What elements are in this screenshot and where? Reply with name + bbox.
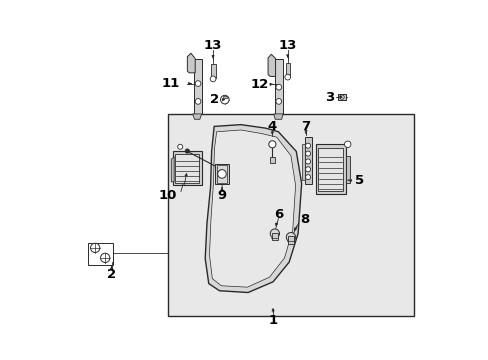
Bar — [337, 94, 345, 100]
Circle shape — [195, 99, 201, 104]
Circle shape — [220, 95, 229, 104]
Text: 4: 4 — [267, 120, 276, 133]
Bar — [88, 243, 113, 265]
Text: 6: 6 — [273, 208, 283, 221]
Text: 1: 1 — [268, 314, 277, 327]
Circle shape — [210, 76, 216, 82]
Polygon shape — [267, 54, 275, 76]
Bar — [301, 144, 305, 180]
Circle shape — [185, 149, 189, 153]
Bar — [210, 64, 215, 78]
Bar — [285, 63, 290, 76]
Bar — [318, 148, 342, 192]
Text: 7: 7 — [301, 120, 310, 133]
Circle shape — [305, 175, 310, 180]
Circle shape — [339, 95, 344, 99]
Polygon shape — [273, 114, 283, 119]
Circle shape — [305, 151, 310, 156]
Polygon shape — [171, 157, 174, 182]
Circle shape — [270, 229, 279, 238]
Bar — [173, 152, 201, 185]
Bar — [288, 237, 293, 244]
Text: 12: 12 — [250, 78, 268, 91]
Bar — [216, 165, 227, 183]
Text: 13: 13 — [203, 39, 222, 52]
Circle shape — [305, 143, 310, 148]
Text: 11: 11 — [161, 77, 179, 90]
Text: 5: 5 — [354, 174, 364, 187]
Text: 10: 10 — [158, 189, 176, 202]
Circle shape — [305, 159, 310, 164]
Text: 2: 2 — [209, 93, 218, 106]
Circle shape — [268, 141, 275, 148]
Circle shape — [275, 99, 281, 104]
Text: 8: 8 — [299, 213, 308, 226]
Bar — [272, 233, 277, 240]
Polygon shape — [187, 53, 195, 73]
Bar — [167, 114, 413, 316]
Circle shape — [285, 233, 295, 242]
Bar — [269, 157, 274, 163]
Circle shape — [344, 141, 350, 148]
Bar — [175, 154, 199, 183]
Bar — [315, 144, 346, 194]
Text: 2: 2 — [107, 268, 116, 281]
Text: 3: 3 — [325, 91, 334, 104]
Text: 13: 13 — [278, 39, 296, 52]
Circle shape — [285, 74, 290, 80]
Polygon shape — [194, 59, 201, 114]
Text: 9: 9 — [217, 189, 226, 202]
Circle shape — [217, 170, 226, 178]
Bar — [345, 156, 349, 183]
Circle shape — [275, 84, 281, 90]
Circle shape — [90, 243, 100, 252]
Polygon shape — [209, 130, 295, 287]
Circle shape — [101, 253, 110, 262]
Circle shape — [195, 81, 201, 86]
Bar — [215, 163, 228, 184]
Polygon shape — [274, 59, 283, 114]
Bar — [304, 137, 311, 184]
Bar — [222, 96, 226, 98]
Polygon shape — [205, 125, 301, 293]
Circle shape — [305, 167, 310, 172]
Circle shape — [177, 144, 183, 149]
Polygon shape — [192, 114, 201, 119]
